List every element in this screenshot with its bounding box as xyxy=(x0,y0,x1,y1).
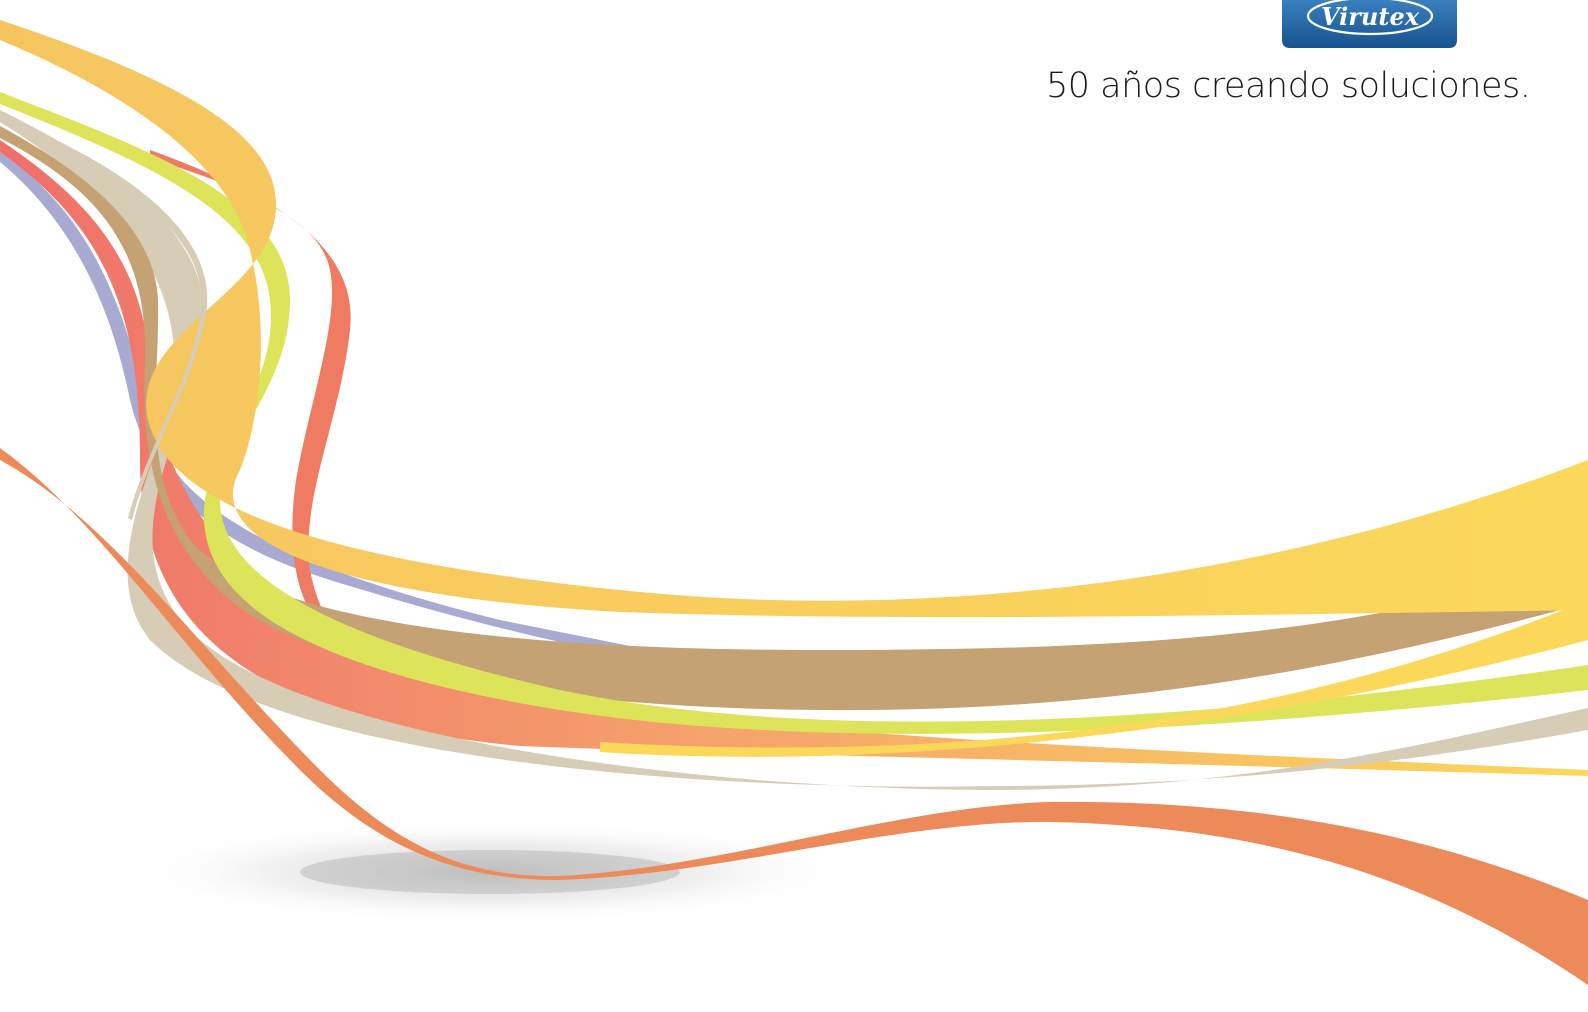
ribbon-gold xyxy=(600,600,1588,757)
virutex-logo: Virutex xyxy=(1282,0,1457,48)
tagline: 50 años creando soluciones. xyxy=(1046,66,1531,106)
ribbon-coral-loop xyxy=(150,150,351,640)
logo-wordmark: Virutex xyxy=(1321,2,1420,31)
ribbon-yellow xyxy=(0,20,1588,618)
